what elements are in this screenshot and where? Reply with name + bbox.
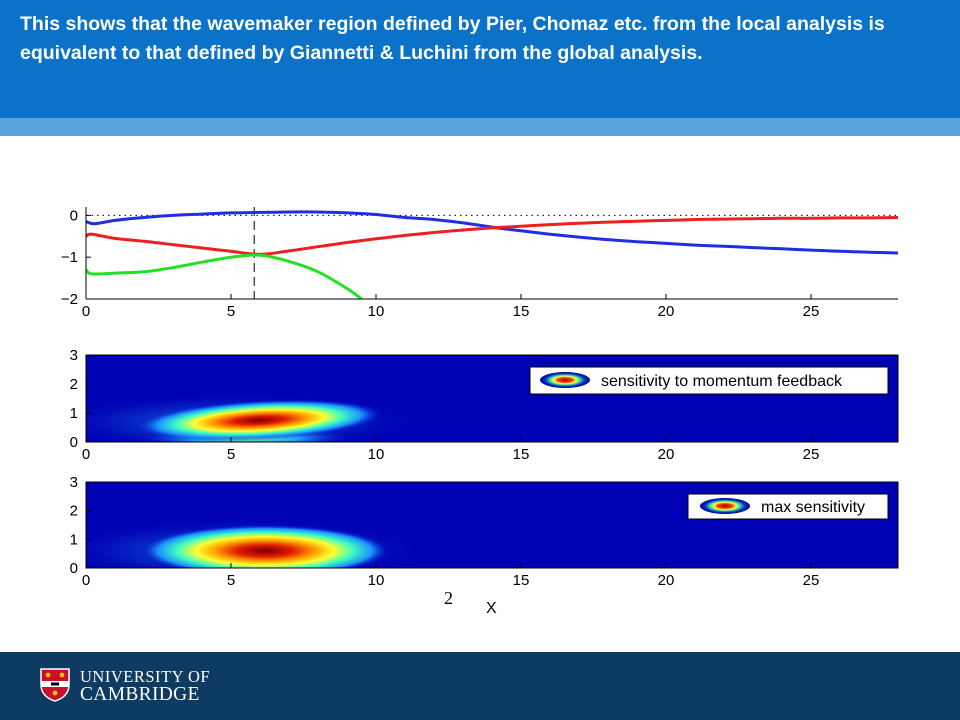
y-tick-label: 0 (70, 434, 78, 451)
y-tick-label: −2 (61, 291, 78, 308)
panel-lines-frame (86, 207, 898, 299)
x-tick-label: 20 (658, 303, 675, 320)
legend-max: max sensitivity (687, 493, 889, 520)
y-tick-label: 3 (70, 474, 78, 491)
header-stripe (0, 118, 960, 136)
legend-momentum: sensitivity to momentum feedback (529, 366, 889, 395)
x-tick-label: 10 (368, 572, 385, 589)
series-line-2 (86, 253, 363, 299)
slide-title: This shows that the wavemaker region def… (20, 13, 885, 64)
figure: 0 5 10 15 20 250−1−2 sensitivity to momentum … (61, 207, 899, 616)
y-tick-label: 2 (70, 376, 78, 393)
series-line-1 (86, 216, 898, 256)
x-tick-label: 0 (82, 446, 90, 463)
x-tick-label: 25 (803, 446, 820, 463)
x-tick-label: 10 (368, 446, 385, 463)
slide-header (0, 0, 960, 118)
x-tick-label: 5 (227, 572, 235, 589)
y-tick-label: 3 (70, 347, 78, 364)
x-tick-label: 15 (513, 572, 530, 589)
university-crest-icon (40, 668, 70, 702)
x-tick-label: 20 (658, 572, 675, 589)
stray-annotation: 2 (444, 588, 453, 608)
x-tick-label: 0 (82, 572, 90, 589)
x-tick-label: 5 (227, 303, 235, 320)
panel-heatmap-momentum: sensitivity to momentum feedback 0 5 10 15 2… (70, 347, 899, 463)
x-tick-label: 15 (513, 303, 530, 320)
legend-max-label: max sensitivity (761, 499, 865, 516)
x-tick-label: 20 (658, 446, 675, 463)
x-axis-label: X (486, 600, 497, 616)
footer-bar (0, 652, 960, 720)
x-tick-label: 25 (803, 303, 820, 320)
y-tick-label: −1 (61, 249, 78, 266)
y-tick-label: 2 (70, 503, 78, 520)
legend-swatch-icon (700, 498, 750, 514)
panel-lines: 0 5 10 15 20 25 0 −1 −2 (61, 207, 898, 320)
y-tick-label: 1 (70, 531, 78, 548)
x-tick-label: 0 (82, 303, 90, 320)
x-tick-label: 10 (368, 303, 385, 320)
legend-swatch-icon (540, 372, 590, 388)
panel-heatmap-max: max sensitivity 0 5 10 15 20 25 0 1 2 3 X 2 (70, 474, 899, 616)
logo-line-2: CAMBRIDGE (80, 684, 200, 705)
heatmap-peak (140, 524, 390, 568)
x-tick-label: 15 (513, 446, 530, 463)
x-tick-label: 25 (803, 572, 820, 589)
y-tick-label: 0 (70, 207, 78, 224)
x-tick-label: 5 (227, 446, 235, 463)
y-tick-label: 0 (70, 560, 78, 577)
series-line-0 (86, 210, 898, 255)
y-tick-label: 1 (70, 405, 78, 422)
legend-momentum-label: sensitivity to momentum feedback (601, 373, 843, 390)
heatmap-peak (134, 399, 385, 442)
logo-line-1: UNIVERSITY OF (80, 667, 211, 686)
